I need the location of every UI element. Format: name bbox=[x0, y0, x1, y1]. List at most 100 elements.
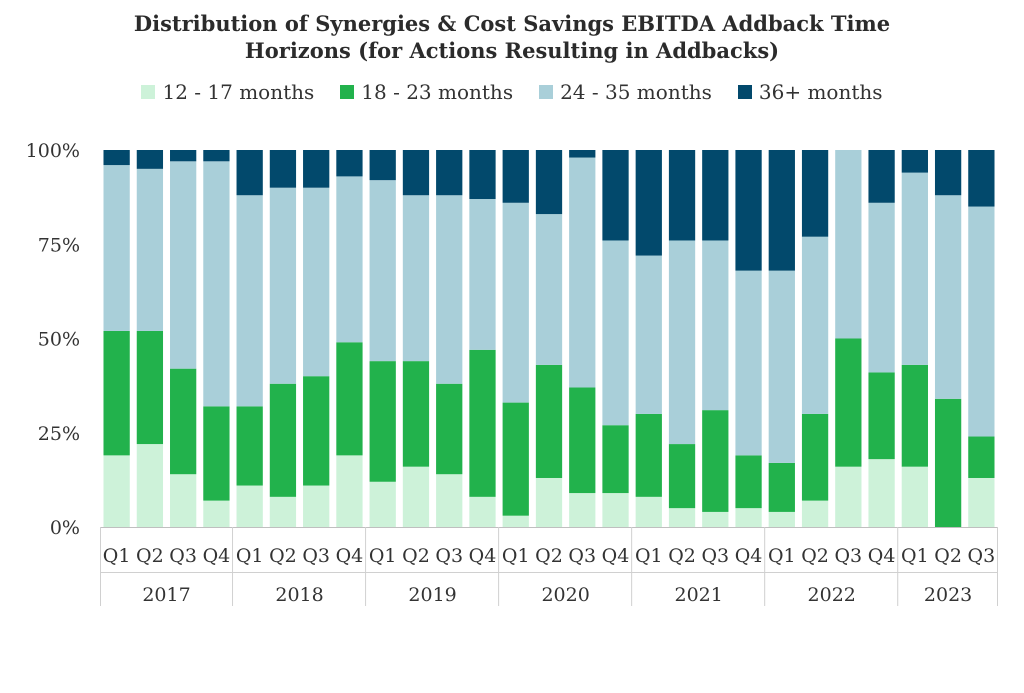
bar-segment-4 bbox=[103, 150, 130, 166]
legend-item-12-17: 12 - 17 months bbox=[141, 80, 314, 104]
bar-segment-2 bbox=[170, 368, 197, 475]
bar-segment-1 bbox=[569, 493, 596, 527]
x-tick-label: Q2 bbox=[801, 545, 829, 567]
bar-segment-2 bbox=[402, 361, 430, 467]
bar-segment-1 bbox=[103, 455, 130, 527]
x-tick-label: Q4 bbox=[868, 545, 896, 567]
bar-segment-4 bbox=[469, 150, 496, 200]
year-label: 2018 bbox=[275, 584, 323, 606]
x-tick-label: Q2 bbox=[535, 545, 563, 567]
bar-segment-2 bbox=[801, 413, 829, 501]
bar-segment-4 bbox=[901, 150, 928, 173]
bar-segment-2 bbox=[868, 372, 895, 460]
bar-segment-1 bbox=[170, 474, 197, 527]
legend: 12 - 17 months 18 - 23 months 24 - 35 mo… bbox=[0, 80, 1024, 104]
bar-segment-2 bbox=[901, 364, 928, 467]
bar-segment-1 bbox=[735, 508, 762, 527]
x-tick-label: Q3 bbox=[834, 545, 862, 567]
bar-segment-3 bbox=[103, 165, 130, 331]
x-tick-label: Q2 bbox=[934, 545, 962, 567]
bar-segment-2 bbox=[934, 398, 962, 527]
bar-segment-3 bbox=[968, 206, 995, 437]
bar-segment-2 bbox=[436, 383, 463, 475]
bar-segment-1 bbox=[402, 466, 430, 527]
bar-segment-3 bbox=[203, 161, 230, 407]
bar-segment-3 bbox=[768, 270, 795, 463]
bar-segment-2 bbox=[569, 387, 596, 494]
x-tick-label: Q1 bbox=[768, 545, 796, 567]
bar-segment-4 bbox=[336, 150, 363, 177]
bar-segment-4 bbox=[535, 150, 563, 215]
x-tick-label: Q1 bbox=[502, 545, 530, 567]
bar-segment-3 bbox=[569, 157, 596, 388]
y-tick-label: 50% bbox=[38, 329, 80, 351]
bar-segment-4 bbox=[369, 150, 396, 181]
y-tick-label: 25% bbox=[38, 423, 80, 445]
bar-segment-4 bbox=[602, 150, 629, 241]
bar-segment-4 bbox=[668, 150, 696, 241]
x-tick-label: Q3 bbox=[701, 545, 729, 567]
bar-segment-2 bbox=[768, 462, 795, 512]
x-tick-label: Q1 bbox=[635, 545, 663, 567]
bar-segment-3 bbox=[702, 240, 729, 411]
bar-segment-1 bbox=[336, 455, 363, 527]
bar-segment-4 bbox=[635, 150, 662, 256]
year-label: 2022 bbox=[808, 584, 856, 606]
bar-segment-2 bbox=[203, 406, 230, 501]
bar-segment-1 bbox=[668, 508, 696, 527]
bar-segment-4 bbox=[934, 150, 962, 196]
bar-segment-3 bbox=[801, 236, 829, 414]
bar-segment-1 bbox=[768, 511, 795, 527]
bar-segment-2 bbox=[668, 444, 696, 509]
bar-segment-2 bbox=[136, 330, 164, 445]
bar-segment-1 bbox=[369, 481, 396, 527]
bar-segment-1 bbox=[535, 477, 563, 527]
bar-segment-3 bbox=[369, 180, 396, 362]
x-tick-label: Q2 bbox=[402, 545, 430, 567]
bar-segment-3 bbox=[835, 150, 862, 339]
x-tick-label: Q4 bbox=[735, 545, 763, 567]
bar-segment-4 bbox=[569, 150, 596, 158]
legend-item-18-23: 18 - 23 months bbox=[340, 80, 513, 104]
bar-segment-4 bbox=[502, 150, 529, 203]
bar-segment-2 bbox=[469, 349, 496, 497]
x-tick-label: Q4 bbox=[203, 545, 231, 567]
x-tick-label: Q4 bbox=[469, 545, 497, 567]
x-tick-label: Q4 bbox=[336, 545, 364, 567]
bar-segment-4 bbox=[402, 150, 430, 196]
x-tick-label: Q1 bbox=[103, 545, 131, 567]
bar-segment-4 bbox=[702, 150, 729, 241]
bar-segment-3 bbox=[170, 161, 197, 369]
bar-segment-4 bbox=[136, 150, 164, 169]
bar-segment-3 bbox=[336, 176, 363, 343]
year-label: 2021 bbox=[674, 584, 722, 606]
bar-segment-1 bbox=[702, 511, 729, 527]
bar-segment-1 bbox=[436, 474, 463, 527]
bar-segment-1 bbox=[868, 459, 895, 527]
y-tick-label: 100% bbox=[26, 140, 80, 162]
bar-segment-3 bbox=[236, 195, 263, 407]
legend-label-36-plus: 36+ months bbox=[758, 80, 883, 104]
legend-item-36-plus: 36+ months bbox=[737, 80, 883, 104]
x-tick-label: Q4 bbox=[602, 545, 630, 567]
bar-segment-3 bbox=[934, 195, 962, 399]
bar-segment-2 bbox=[735, 455, 762, 509]
legend-label-18-23: 18 - 23 months bbox=[361, 80, 514, 104]
bar-segment-3 bbox=[535, 214, 563, 365]
bar-segment-4 bbox=[868, 150, 895, 203]
bar-segment-3 bbox=[668, 240, 696, 445]
bar-segment-3 bbox=[901, 172, 928, 365]
bar-segment-4 bbox=[269, 150, 297, 188]
year-label: 2017 bbox=[142, 584, 190, 606]
legend-swatch-12-17 bbox=[141, 85, 156, 99]
bar-segment-2 bbox=[502, 402, 529, 516]
bar-segment-2 bbox=[635, 413, 662, 497]
bar-segment-2 bbox=[369, 361, 396, 482]
bar-segment-1 bbox=[835, 466, 862, 527]
x-tick-label: Q3 bbox=[302, 545, 330, 567]
bar-segment-4 bbox=[768, 150, 795, 271]
bar-segment-1 bbox=[269, 496, 297, 527]
bar-segment-3 bbox=[402, 195, 430, 362]
bar-segment-4 bbox=[170, 150, 197, 162]
